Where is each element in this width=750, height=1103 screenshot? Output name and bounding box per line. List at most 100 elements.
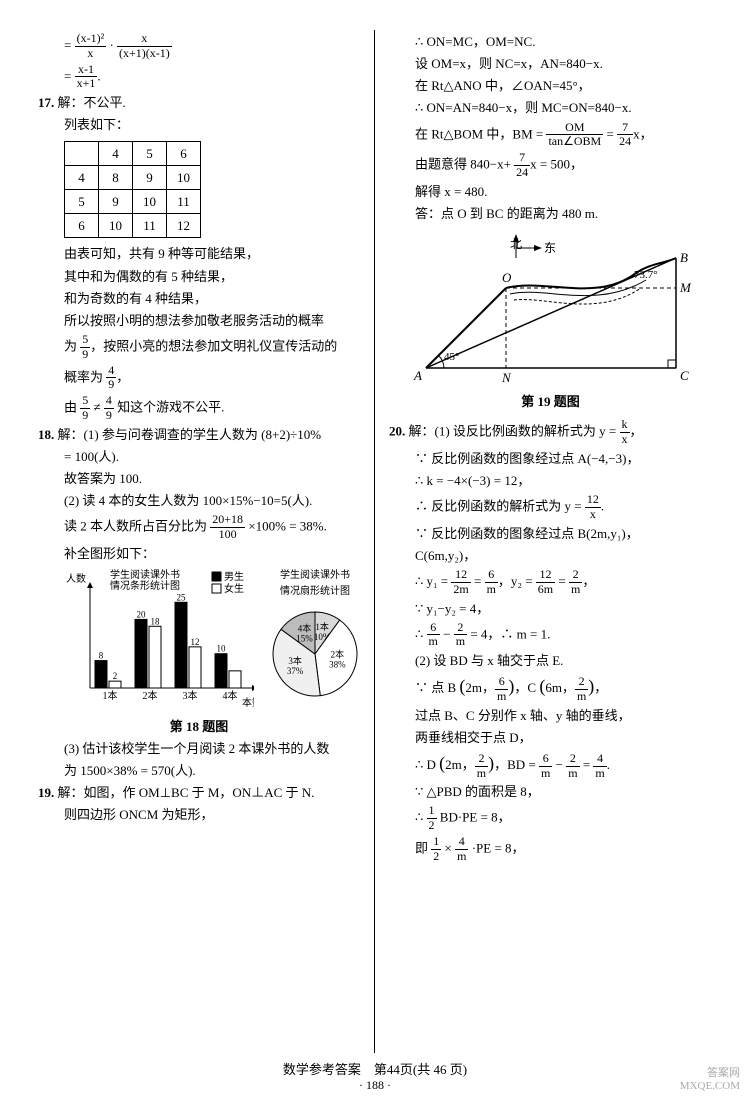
q18-text: 解：(1) 参与问卷调查的学生人数为 (8+2)÷10% <box>58 427 322 442</box>
q19-text: 设 OM=x，则 NC=x，AN=840−x. <box>389 54 712 74</box>
frac-den: 9 <box>80 348 90 362</box>
text: − <box>556 757 563 772</box>
frac-den: 100 <box>210 528 245 542</box>
q19-r6: 由题意得 840−x+ 724x = 500， <box>389 151 712 180</box>
q20-text: 过点 B、C 分别作 x 轴、y 轴的垂线， <box>389 706 712 726</box>
q16-expr-2: = x-1x+1. <box>38 63 360 92</box>
table-cell: 8 <box>99 166 133 190</box>
footer-page-num: · 188 · <box>30 1078 720 1093</box>
frac-num: 12 <box>451 568 470 583</box>
frac-den: 2m <box>451 583 470 597</box>
table-cell: 6 <box>167 142 201 166</box>
text: ， <box>594 680 607 695</box>
svg-text:学生阅读课外书: 学生阅读课外书 <box>110 568 180 581</box>
frac-den: (x+1)(x-1) <box>117 47 172 61</box>
q20-text: ∵ y₁−y₂ = 4， <box>389 599 712 619</box>
q19-figure: 北东45°73.7°ABCONM <box>396 228 706 388</box>
svg-text:A: A <box>413 368 422 383</box>
right-column: ∴ ON=MC，OM=NC. 设 OM=x，则 NC=x，AN=840−x. 在… <box>375 30 720 1053</box>
svg-text:B: B <box>680 250 688 265</box>
table-cell: 6 <box>65 214 99 238</box>
q19-text: ∴ ON=AN=840−x，则 MC=ON=840−x. <box>389 98 712 118</box>
text: ∴ <box>415 626 423 641</box>
q20-text: ∵ 反比例函数的图象经过点 B(2m,y₁)， <box>389 524 712 544</box>
frac-den: m <box>593 767 606 781</box>
q19-text: 在 Rt△ANO 中，∠OAN=45°， <box>389 76 712 96</box>
pie-chart-svg: 1本10%2本38%3本37%4本15% <box>260 599 370 709</box>
frac-num: 4 <box>106 364 116 379</box>
page-footer: 数学参考答案 第44页(共 46 页) · 188 · <box>30 1053 720 1093</box>
svg-text:2: 2 <box>113 671 118 681</box>
pie-title: 学生阅读课外书 <box>260 568 370 584</box>
svg-text:东: 东 <box>544 241 556 255</box>
frac-num: 4 <box>455 835 468 850</box>
q17-answer: 解：不公平. <box>58 95 126 110</box>
frac-den: 6m <box>536 583 555 597</box>
frac-den: m <box>475 767 488 781</box>
q19-text: 答：点 O 到 BC 的距离为 480 m. <box>389 204 712 224</box>
q19-r5: 在 Rt△BOM 中，BM = OMtan∠OBM = 724x， <box>389 121 712 150</box>
frac-den: m <box>569 583 582 597</box>
watermark: 答案网 MXQE.COM <box>680 1067 740 1093</box>
q18-head: 18. 解：(1) 参与问卷调查的学生人数为 (8+2)÷10% <box>38 425 360 445</box>
left-column: = (x-1)²x · x(x+1)(x-1) = x-1x+1. 17. 解：… <box>30 30 375 1053</box>
text: ，C <box>514 680 536 695</box>
text: x， <box>633 126 653 141</box>
q18-charts: 人数本数学生阅读课外书情况条形统计图男生女生821本20182本25123本10… <box>38 568 360 715</box>
svg-text:1本: 1本 <box>103 689 118 702</box>
frac-num: OM <box>546 121 603 136</box>
text: 概率为 <box>64 369 103 384</box>
q17-head: 17. 解：不公平. <box>38 93 360 113</box>
table-cell: 5 <box>65 190 99 214</box>
table-cell: 5 <box>133 142 167 166</box>
frac-num: x-1 <box>75 63 98 78</box>
frac-num: 6 <box>495 675 508 690</box>
text: 知这个游戏不公平. <box>117 400 224 415</box>
q-number: 18. <box>38 427 54 442</box>
svg-text:M: M <box>679 280 692 295</box>
frac-den: 2 <box>427 819 437 833</box>
text: ×100% = 38%. <box>248 519 327 534</box>
q20-t5: ∴ y₁ = 122m = 6m，y₂ = 126m = 2m， <box>389 568 712 597</box>
svg-text:38%: 38% <box>329 660 346 670</box>
svg-text:男生: 男生 <box>224 570 244 583</box>
q20-text: 两垂线相交于点 D， <box>389 728 712 748</box>
text: ，y₂ = <box>498 573 533 588</box>
q18-text: 补全图形如下： <box>38 544 360 564</box>
frac-den: 24 <box>514 166 530 180</box>
q19-text: ∴ ON=MC，OM=NC. <box>389 32 712 52</box>
text: 6m， <box>545 680 575 695</box>
q-number: 20. <box>389 423 405 438</box>
text: . <box>607 757 610 772</box>
text: x = 500， <box>530 156 583 171</box>
text: ， <box>116 369 129 384</box>
watermark-text: 答案网 <box>680 1067 740 1080</box>
frac-num: k <box>620 418 630 433</box>
frac-num: (x-1)² <box>75 32 107 47</box>
watermark-text: MXQE.COM <box>680 1080 740 1093</box>
frac-num: 6 <box>539 752 552 767</box>
q18-text: 故答案为 100. <box>38 469 360 489</box>
pie-title: 情况扇形统计图 <box>260 584 370 600</box>
bar-chart-svg: 人数本数学生阅读课外书情况条形统计图男生女生821本20182本25123本10… <box>64 568 254 708</box>
svg-text:N: N <box>501 370 512 385</box>
svg-text:3本: 3本 <box>288 655 302 666</box>
table-cell: 12 <box>167 214 201 238</box>
text: . <box>601 498 604 513</box>
text: ≠ <box>94 400 101 415</box>
footer-main: 数学参考答案 第44页(共 46 页) <box>30 1059 720 1078</box>
frac-den: m <box>485 583 498 597</box>
table-cell: 11 <box>133 214 167 238</box>
q18-bar-chart: 人数本数学生阅读课外书情况条形统计图男生女生821本20182本25123本10… <box>64 568 254 714</box>
text: ∴ y₁ = <box>415 573 448 588</box>
svg-text:C: C <box>680 368 689 383</box>
q17-addition-table: 456 48910 591011 6101112 <box>64 141 201 238</box>
table-cell: 4 <box>65 166 99 190</box>
svg-text:4本: 4本 <box>223 689 238 702</box>
frac-num: 2 <box>475 752 488 767</box>
frac-den: 9 <box>106 378 116 392</box>
frac-den: tan∠OBM <box>546 135 603 149</box>
frac-den: m <box>539 767 552 781</box>
frac-den: x+1 <box>75 77 98 91</box>
table-cell: 10 <box>133 190 167 214</box>
